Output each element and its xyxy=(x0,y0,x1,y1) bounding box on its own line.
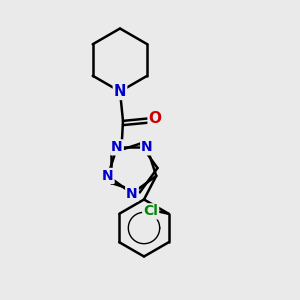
Text: N: N xyxy=(141,140,153,154)
Text: Cl: Cl xyxy=(143,204,158,218)
Text: N: N xyxy=(111,140,123,154)
Text: O: O xyxy=(148,111,162,126)
Text: N: N xyxy=(114,84,126,99)
Text: N: N xyxy=(126,187,138,200)
Text: N: N xyxy=(102,169,114,183)
